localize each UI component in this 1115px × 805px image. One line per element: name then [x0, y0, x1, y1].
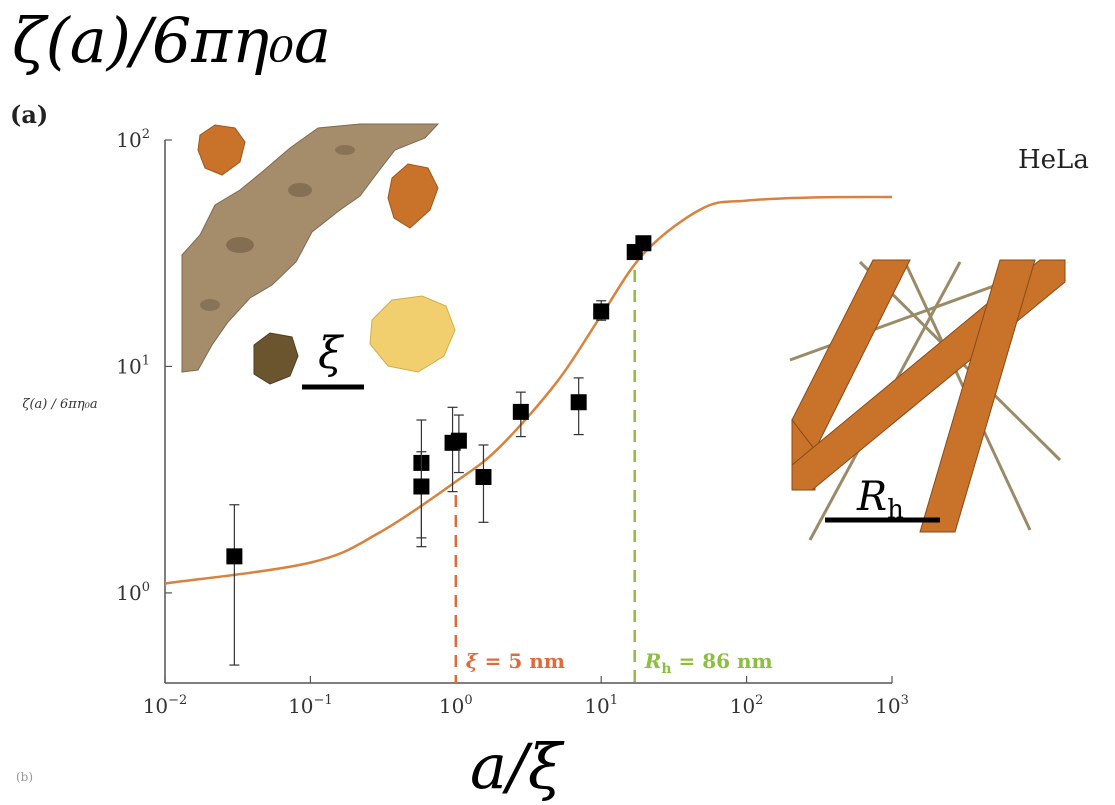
- y-tick-label: 101: [116, 353, 150, 378]
- data-point: [570, 377, 587, 436]
- xi-scale-label: ξ: [318, 328, 345, 379]
- data-point: [450, 414, 467, 474]
- data-point: [512, 391, 529, 438]
- data-point: [413, 451, 430, 548]
- point-marker: [512, 403, 529, 420]
- fit-curve: [164, 195, 893, 585]
- rh-scale-label: Rh: [856, 474, 904, 525]
- reference-lines: ξ = 5 nm Rh = 86 nm: [454, 270, 773, 683]
- xi-reference-label: ξ = 5 nm: [466, 649, 565, 673]
- y-axis-label: ζ(a) / 6πη₀a: [22, 397, 97, 412]
- x-tick-label: 10−2: [143, 693, 188, 718]
- y-tick-labels: 100 101 102: [116, 127, 172, 605]
- panel-label: (a): [10, 100, 49, 129]
- data-points: [226, 235, 652, 666]
- point-marker: [635, 235, 652, 252]
- figure-title: ζ(a)/6πη₀a: [12, 4, 331, 77]
- fiber-network-illustration: [789, 259, 1066, 541]
- y-tick-label: 100: [116, 580, 150, 605]
- point-marker: [226, 548, 243, 565]
- data-point: [226, 504, 243, 666]
- cell-line-label: HeLa: [1018, 145, 1089, 175]
- panel-b-label: (b): [16, 770, 34, 784]
- x-tick-label: 101: [584, 693, 618, 718]
- x-tick-label: 102: [730, 693, 764, 718]
- data-point: [475, 444, 492, 523]
- point-marker: [450, 432, 467, 449]
- protein-cluster-illustration: [181, 123, 456, 385]
- x-tick-label: 103: [875, 693, 909, 718]
- x-tick-label: 10−1: [288, 693, 333, 718]
- y-tick-label: 102: [116, 127, 150, 152]
- data-point: [635, 235, 652, 252]
- data-point: [593, 300, 610, 321]
- x-tick-label: 100: [439, 693, 473, 718]
- x-axis-title: a/ξ: [470, 730, 563, 803]
- point-marker: [570, 394, 587, 411]
- point-marker: [475, 468, 492, 485]
- point-marker: [593, 303, 610, 320]
- point-marker: [413, 478, 430, 495]
- rh-reference-label: Rh = 86 nm: [644, 649, 773, 677]
- x-tick-labels: 10−2 10−1 100 101 102 103: [143, 676, 909, 718]
